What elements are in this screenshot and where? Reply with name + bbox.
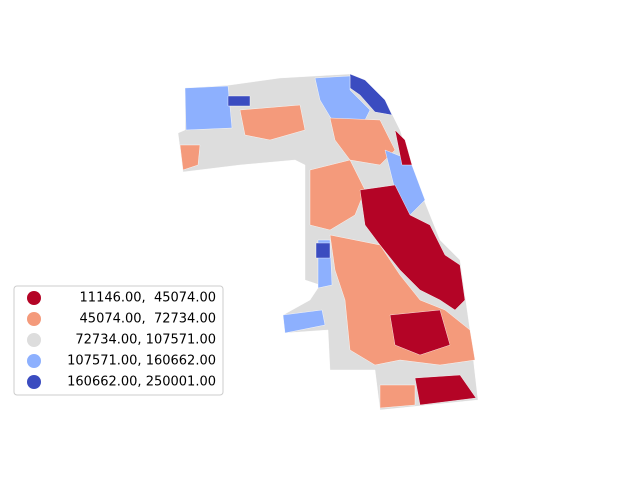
legend-marker xyxy=(27,333,41,347)
map-region xyxy=(179,144,201,171)
legend-label: 160662.00, 250001.00 xyxy=(67,375,216,390)
map-region xyxy=(349,73,393,116)
map-region xyxy=(227,95,251,107)
legend-label: 11146.00, 45074.00 xyxy=(80,291,216,306)
map-region xyxy=(359,184,466,311)
map-area xyxy=(177,73,479,411)
map-region xyxy=(379,384,416,409)
map-region xyxy=(329,117,396,166)
map-region xyxy=(394,129,413,166)
map-region xyxy=(389,309,451,356)
map-region xyxy=(184,85,233,131)
legend: 11146.00, 45074.00 45074.00, 72734.00 7273… xyxy=(27,291,216,390)
map-region xyxy=(282,309,326,334)
legend-box xyxy=(13,285,224,396)
legend-marker xyxy=(27,375,41,389)
map-region xyxy=(239,104,306,141)
legend-marker xyxy=(27,291,41,305)
legend-marker xyxy=(27,354,41,368)
legend-label: 45074.00, 72734.00 xyxy=(80,312,216,327)
map-region xyxy=(414,374,477,406)
legend-label: 107571.00, 160662.00 xyxy=(67,354,216,369)
legend-label: 72734.00, 107571.00 xyxy=(75,333,216,348)
map-region xyxy=(309,159,366,231)
map-region xyxy=(315,242,331,259)
legend-marker xyxy=(27,312,41,326)
